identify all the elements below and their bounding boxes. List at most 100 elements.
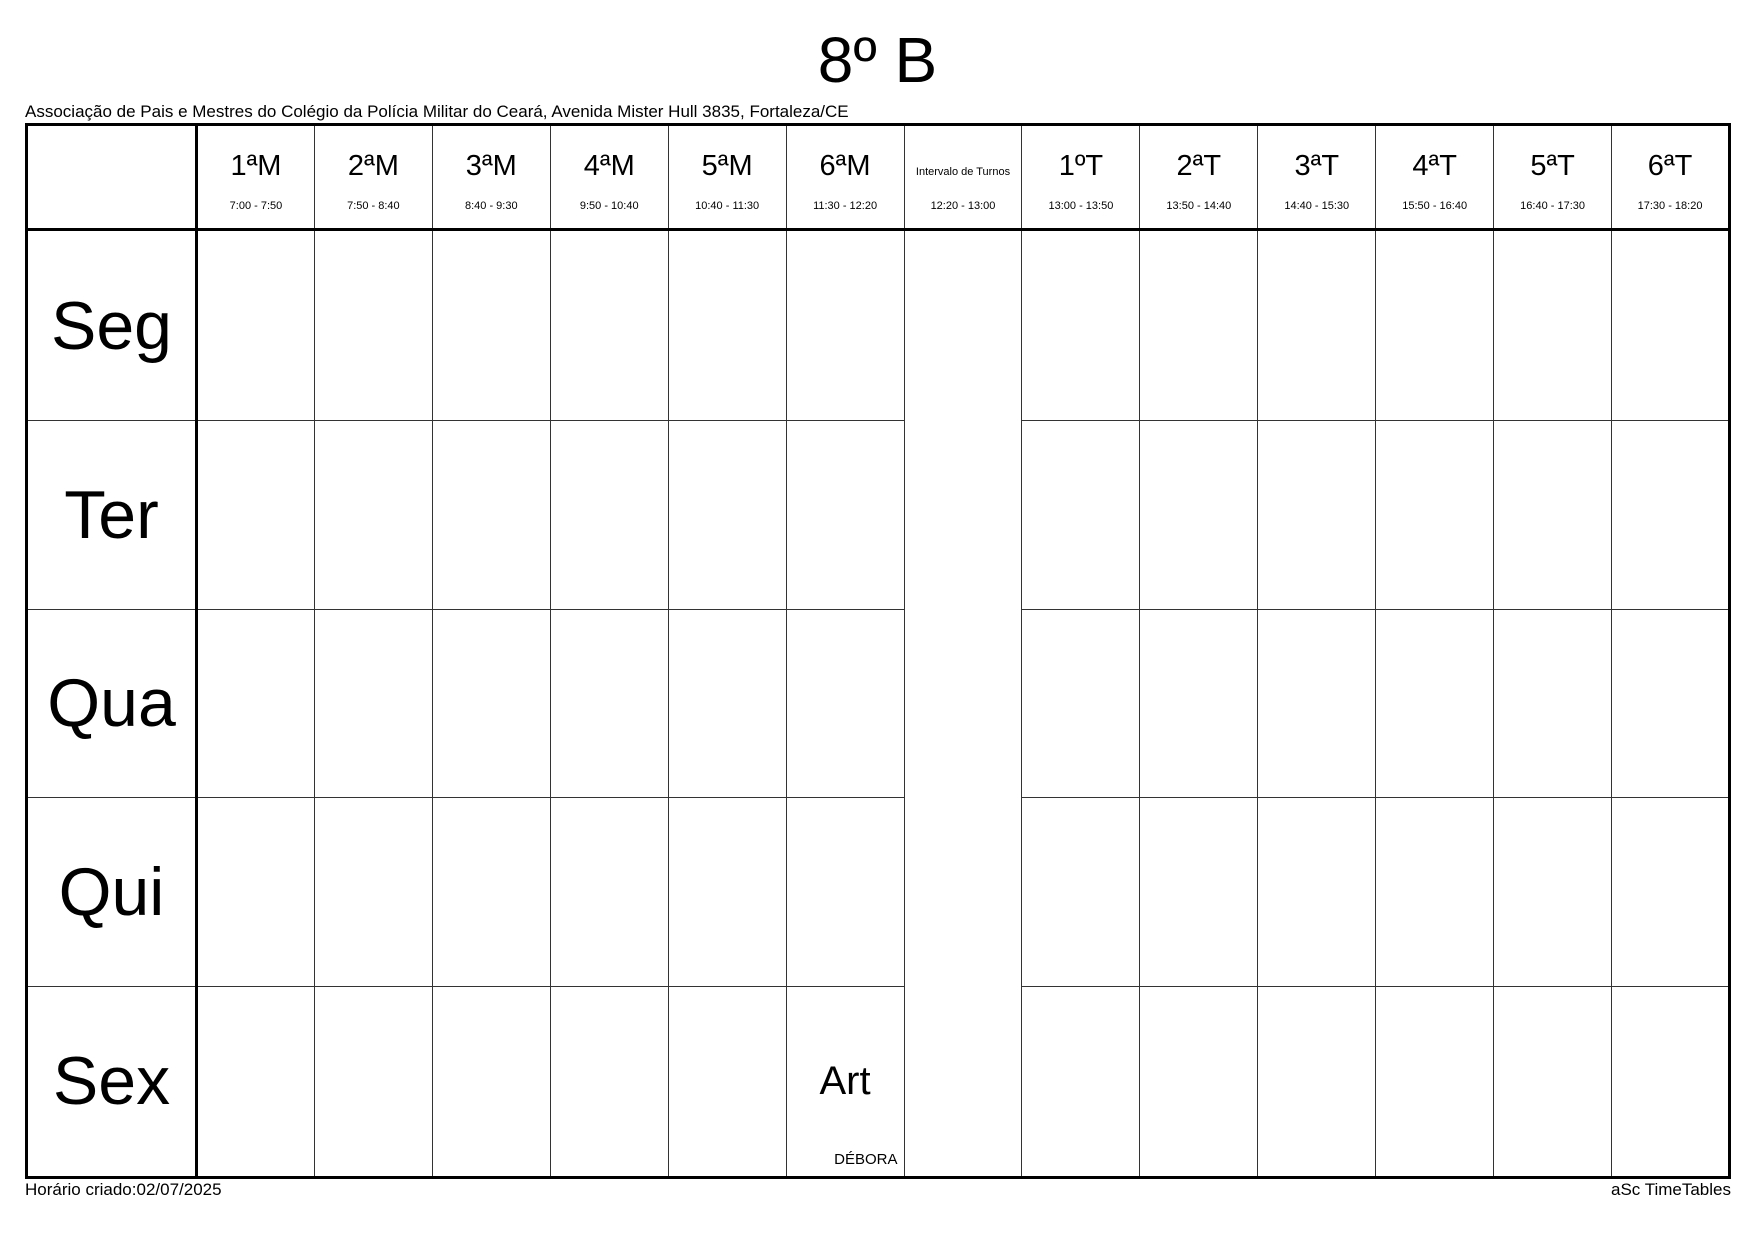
lesson-cell <box>431 420 551 610</box>
lesson-teacher: DÉBORA <box>834 1151 898 1168</box>
lesson-cell <box>1493 420 1613 610</box>
period-name: 6ªT <box>1647 150 1693 182</box>
corner-cell <box>26 124 198 231</box>
lesson-cell <box>785 608 905 799</box>
period-header: 4ªT 15:50 - 16:40 <box>1375 124 1495 231</box>
lesson-cell <box>1493 797 1613 987</box>
lesson-cell <box>1139 797 1259 987</box>
period-header: 1ºT 13:00 - 13:50 <box>1021 124 1141 231</box>
lesson-cell <box>1611 985 1730 1179</box>
lesson-cell <box>785 420 905 610</box>
lesson-cell <box>431 228 551 422</box>
day-row: Qui <box>26 797 1730 987</box>
lesson-cell <box>313 228 433 422</box>
day-label: Qui <box>26 797 198 987</box>
lesson-cell <box>431 797 551 987</box>
lesson-cell <box>196 608 315 799</box>
period-name: 1ºT <box>1058 150 1104 182</box>
lesson-cell <box>1375 228 1495 422</box>
day-row: Ter <box>26 420 1730 610</box>
lesson-cell <box>1139 985 1259 1179</box>
lesson-cell <box>667 985 787 1179</box>
lesson-cell <box>1021 420 1141 610</box>
day-label: Seg <box>26 228 198 422</box>
lesson-cell <box>549 228 669 422</box>
lesson-cell <box>1021 797 1141 987</box>
period-header: Intervalo de Turnos 12:20 - 13:00 <box>903 124 1023 231</box>
lesson-cell <box>1611 797 1730 987</box>
lesson-cell <box>667 420 787 610</box>
lesson-cell <box>1257 797 1377 987</box>
lesson-cell <box>196 228 315 422</box>
day-label: Sex <box>26 985 198 1179</box>
period-name: 2ªT <box>1176 150 1222 182</box>
lesson-cell <box>1375 797 1495 987</box>
lesson-cell <box>1493 228 1613 422</box>
lesson-cell <box>1021 608 1141 799</box>
period-name: 3ªM <box>465 150 517 182</box>
day-row: Qua <box>26 608 1730 799</box>
lesson-cell <box>1139 608 1259 799</box>
header-row: 1ªM 7:00 - 7:50 2ªM 7:50 - 8:40 3ªM 8:40 - 9:… <box>26 124 1730 231</box>
period-header: 5ªT 16:40 - 17:30 <box>1493 124 1613 231</box>
lesson-cell <box>667 228 787 422</box>
period-header: 3ªT 14:40 - 15:30 <box>1257 124 1377 231</box>
lesson-cell <box>785 228 905 422</box>
period-name: 3ªT <box>1294 150 1340 182</box>
lesson-cell <box>785 797 905 987</box>
brand-label: aSc TimeTables <box>1611 1180 1731 1199</box>
lesson-cell <box>667 797 787 987</box>
day-label: Qua <box>26 608 198 799</box>
lesson-cell <box>549 420 669 610</box>
period-header: 2ªM 7:50 - 8:40 <box>313 124 433 231</box>
lesson-cell <box>313 420 433 610</box>
lesson-cell <box>1611 420 1730 610</box>
lesson-cell <box>196 420 315 610</box>
period-time: 16:40 - 17:30 <box>1520 200 1586 212</box>
period-header: 5ªM 10:40 - 11:30 <box>667 124 787 231</box>
timetable: 1ªM 7:00 - 7:50 2ªM 7:50 - 8:40 3ªM 8:40 - 9:… <box>25 123 1731 1179</box>
period-name: 1ªM <box>230 150 282 182</box>
period-time: 14:40 - 15:30 <box>1284 200 1350 212</box>
period-name: 2ªM <box>347 150 399 182</box>
lesson-cell <box>1139 228 1259 422</box>
period-time: 9:50 - 10:40 <box>579 200 639 212</box>
period-name: 4ªT <box>1412 150 1457 182</box>
lesson-cell <box>1139 420 1259 610</box>
period-name: 5ªM <box>701 150 753 182</box>
lesson-cell: Art DÉBORA <box>785 985 905 1179</box>
lesson-cell <box>1021 228 1141 422</box>
lesson-cell <box>431 608 551 799</box>
period-name: 5ªT <box>1530 150 1575 182</box>
page-title: 8º B <box>817 24 938 96</box>
day-row: Seg <box>26 228 1730 1178</box>
lesson-cell <box>549 797 669 987</box>
lesson-cell <box>1493 985 1613 1179</box>
period-time: 13:50 - 14:40 <box>1166 200 1232 212</box>
lesson-cell <box>313 608 433 799</box>
lesson-cell <box>549 608 669 799</box>
period-time: 13:00 - 13:50 <box>1048 200 1114 212</box>
break-cell <box>903 229 1023 1178</box>
lesson-cell <box>313 985 433 1179</box>
period-time: 17:30 - 18:20 <box>1637 200 1703 212</box>
period-time: 10:40 - 11:30 <box>695 200 760 212</box>
lesson-cell <box>667 608 787 799</box>
period-name: 4ªM <box>583 150 635 182</box>
day-row: Sex Art DÉBORA <box>26 985 1730 1179</box>
period-time: 7:50 - 8:40 <box>347 200 400 212</box>
period-header: 3ªM 8:40 - 9:30 <box>431 124 551 231</box>
period-time: 11:30 - 12:20 <box>813 200 878 212</box>
lesson-cell <box>1493 608 1613 799</box>
lesson-subject: Art <box>819 1058 871 1103</box>
period-header: 6ªT 17:30 - 18:20 <box>1611 124 1730 231</box>
lesson-cell <box>1375 985 1495 1179</box>
school-subtitle: Associação de Pais e Mestres do Colégio … <box>25 102 849 121</box>
period-name: 6ªM <box>819 150 871 182</box>
lesson-cell <box>196 797 315 987</box>
period-header: 4ªM 9:50 - 10:40 <box>549 124 669 231</box>
lesson-cell <box>1611 228 1730 422</box>
period-time: 15:50 - 16:40 <box>1402 200 1468 212</box>
lesson-cell <box>196 985 315 1179</box>
lesson-cell <box>1257 985 1377 1179</box>
